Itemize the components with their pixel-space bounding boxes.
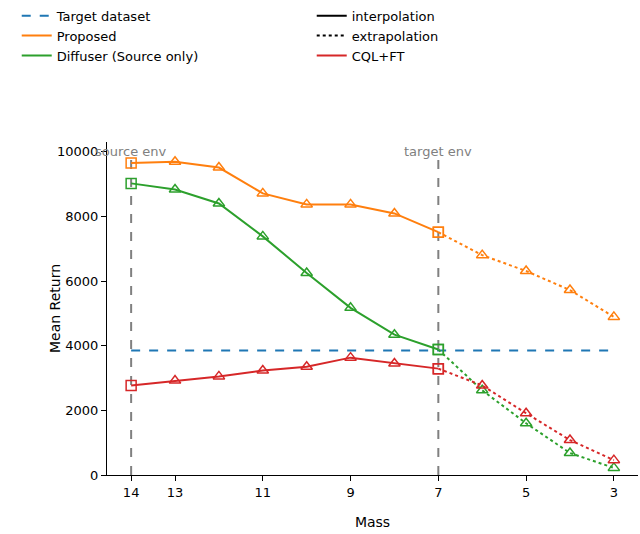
svg-text:14: 14 xyxy=(123,485,140,500)
svg-text:7: 7 xyxy=(434,485,442,500)
svg-text:Target dataset: Target dataset xyxy=(56,9,151,24)
svg-text:2000: 2000 xyxy=(65,403,98,418)
svg-text:11: 11 xyxy=(255,485,272,500)
svg-text:interpolation: interpolation xyxy=(352,9,435,24)
svg-text:6000: 6000 xyxy=(65,274,98,289)
svg-text:Diffuser (Source only): Diffuser (Source only) xyxy=(57,49,199,64)
svg-text:3: 3 xyxy=(610,485,618,500)
svg-text:Mass: Mass xyxy=(355,514,390,530)
svg-text:8000: 8000 xyxy=(65,209,98,224)
svg-text:Mean Return: Mean Return xyxy=(47,264,63,353)
svg-text:13: 13 xyxy=(167,485,184,500)
svg-text:target env: target env xyxy=(404,144,472,159)
svg-text:Proposed: Proposed xyxy=(57,29,117,44)
svg-text:5: 5 xyxy=(522,485,530,500)
svg-text:10000: 10000 xyxy=(57,144,98,159)
svg-text:source env: source env xyxy=(95,144,167,159)
svg-text:extrapolation: extrapolation xyxy=(352,29,439,44)
svg-text:4000: 4000 xyxy=(65,338,98,353)
svg-text:0: 0 xyxy=(90,468,98,483)
svg-text:CQL+FT: CQL+FT xyxy=(352,49,405,64)
svg-text:9: 9 xyxy=(346,485,354,500)
